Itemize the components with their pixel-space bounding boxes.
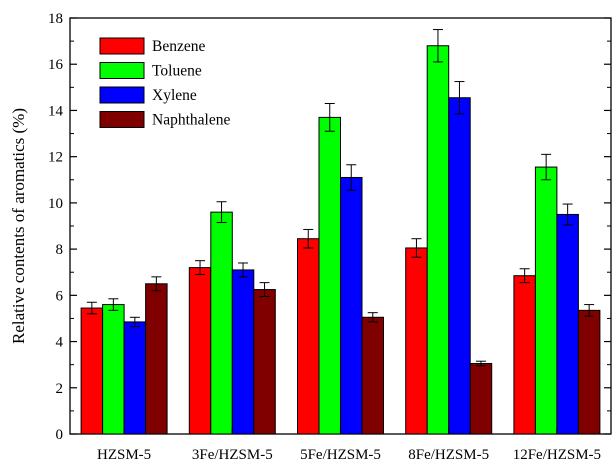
bar-benzene-1 bbox=[188, 267, 212, 435]
error-bars-layer bbox=[86, 29, 595, 367]
y-axis: 0 2 4 6 8 10 12 14 16 18 bbox=[48, 11, 611, 443]
legend-label-xylene: Xylene bbox=[152, 87, 197, 104]
y-tick-label: 14 bbox=[48, 103, 64, 119]
y-tick-label: 16 bbox=[48, 57, 64, 73]
bar-toluene-0 bbox=[102, 304, 125, 435]
legend-label-naphthalene: Naphthalene bbox=[152, 112, 230, 129]
x-category-label: 3Fe/HZSM-5 bbox=[192, 447, 273, 463]
y-tick-label: 6 bbox=[56, 288, 64, 304]
bar-benzene-4 bbox=[513, 275, 536, 435]
x-category-label: 12Fe/HZSM-5 bbox=[513, 447, 601, 463]
bar-toluene-4 bbox=[534, 166, 558, 435]
bar-benzene-3 bbox=[405, 247, 428, 435]
y-tick-label: 12 bbox=[48, 150, 63, 166]
y-tick-label: 18 bbox=[48, 11, 63, 27]
bar-toluene-3 bbox=[426, 45, 450, 435]
bar-xylene-0 bbox=[123, 321, 147, 435]
bar-xylene-3 bbox=[448, 97, 471, 435]
bar-naphthalene-1 bbox=[253, 289, 276, 435]
x-category-label: HZSM-5 bbox=[97, 447, 151, 463]
bar-toluene-1 bbox=[210, 211, 233, 435]
bar-naphthalene-2 bbox=[361, 316, 384, 435]
legend-label-benzene: Benzene bbox=[152, 38, 205, 55]
y-tick-label: 0 bbox=[56, 427, 64, 443]
bar-benzene-0 bbox=[80, 307, 104, 435]
bar-xylene-4 bbox=[556, 213, 579, 435]
bar-naphthalene-4 bbox=[577, 309, 601, 435]
bar-benzene-2 bbox=[297, 238, 320, 435]
bar-toluene-2 bbox=[318, 116, 341, 435]
bar-naphthalene-0 bbox=[145, 283, 168, 435]
legend-swatch-naphthalene bbox=[99, 111, 145, 128]
legend-swatch-toluene bbox=[99, 62, 145, 79]
bar-naphthalene-3 bbox=[469, 363, 493, 435]
legend-swatch-xylene bbox=[99, 86, 145, 104]
legend-swatch-benzene bbox=[99, 37, 145, 55]
y-tick-label: 10 bbox=[48, 196, 63, 212]
legend-label-toluene: Toluene bbox=[152, 63, 202, 80]
x-category-label: 5Fe/HZSM-5 bbox=[300, 447, 381, 463]
legend: Benzene Toluene Xylene Naphthalene bbox=[99, 37, 230, 129]
bar-xylene-1 bbox=[231, 269, 255, 435]
x-axis: HZSM-5 3Fe/HZSM-5 5Fe/HZSM-5 8Fe/HZSM-5 12Fe… bbox=[97, 428, 601, 463]
y-axis-label: Relative contents of aromatics (%) bbox=[9, 108, 28, 344]
y-tick-label: 4 bbox=[56, 335, 64, 351]
y-tick-label: 2 bbox=[56, 381, 64, 397]
bars-layer bbox=[80, 45, 601, 435]
bar-xylene-2 bbox=[340, 176, 363, 435]
x-category-label: 8Fe/HZSM-5 bbox=[408, 447, 489, 463]
y-tick-label: 8 bbox=[56, 242, 64, 258]
